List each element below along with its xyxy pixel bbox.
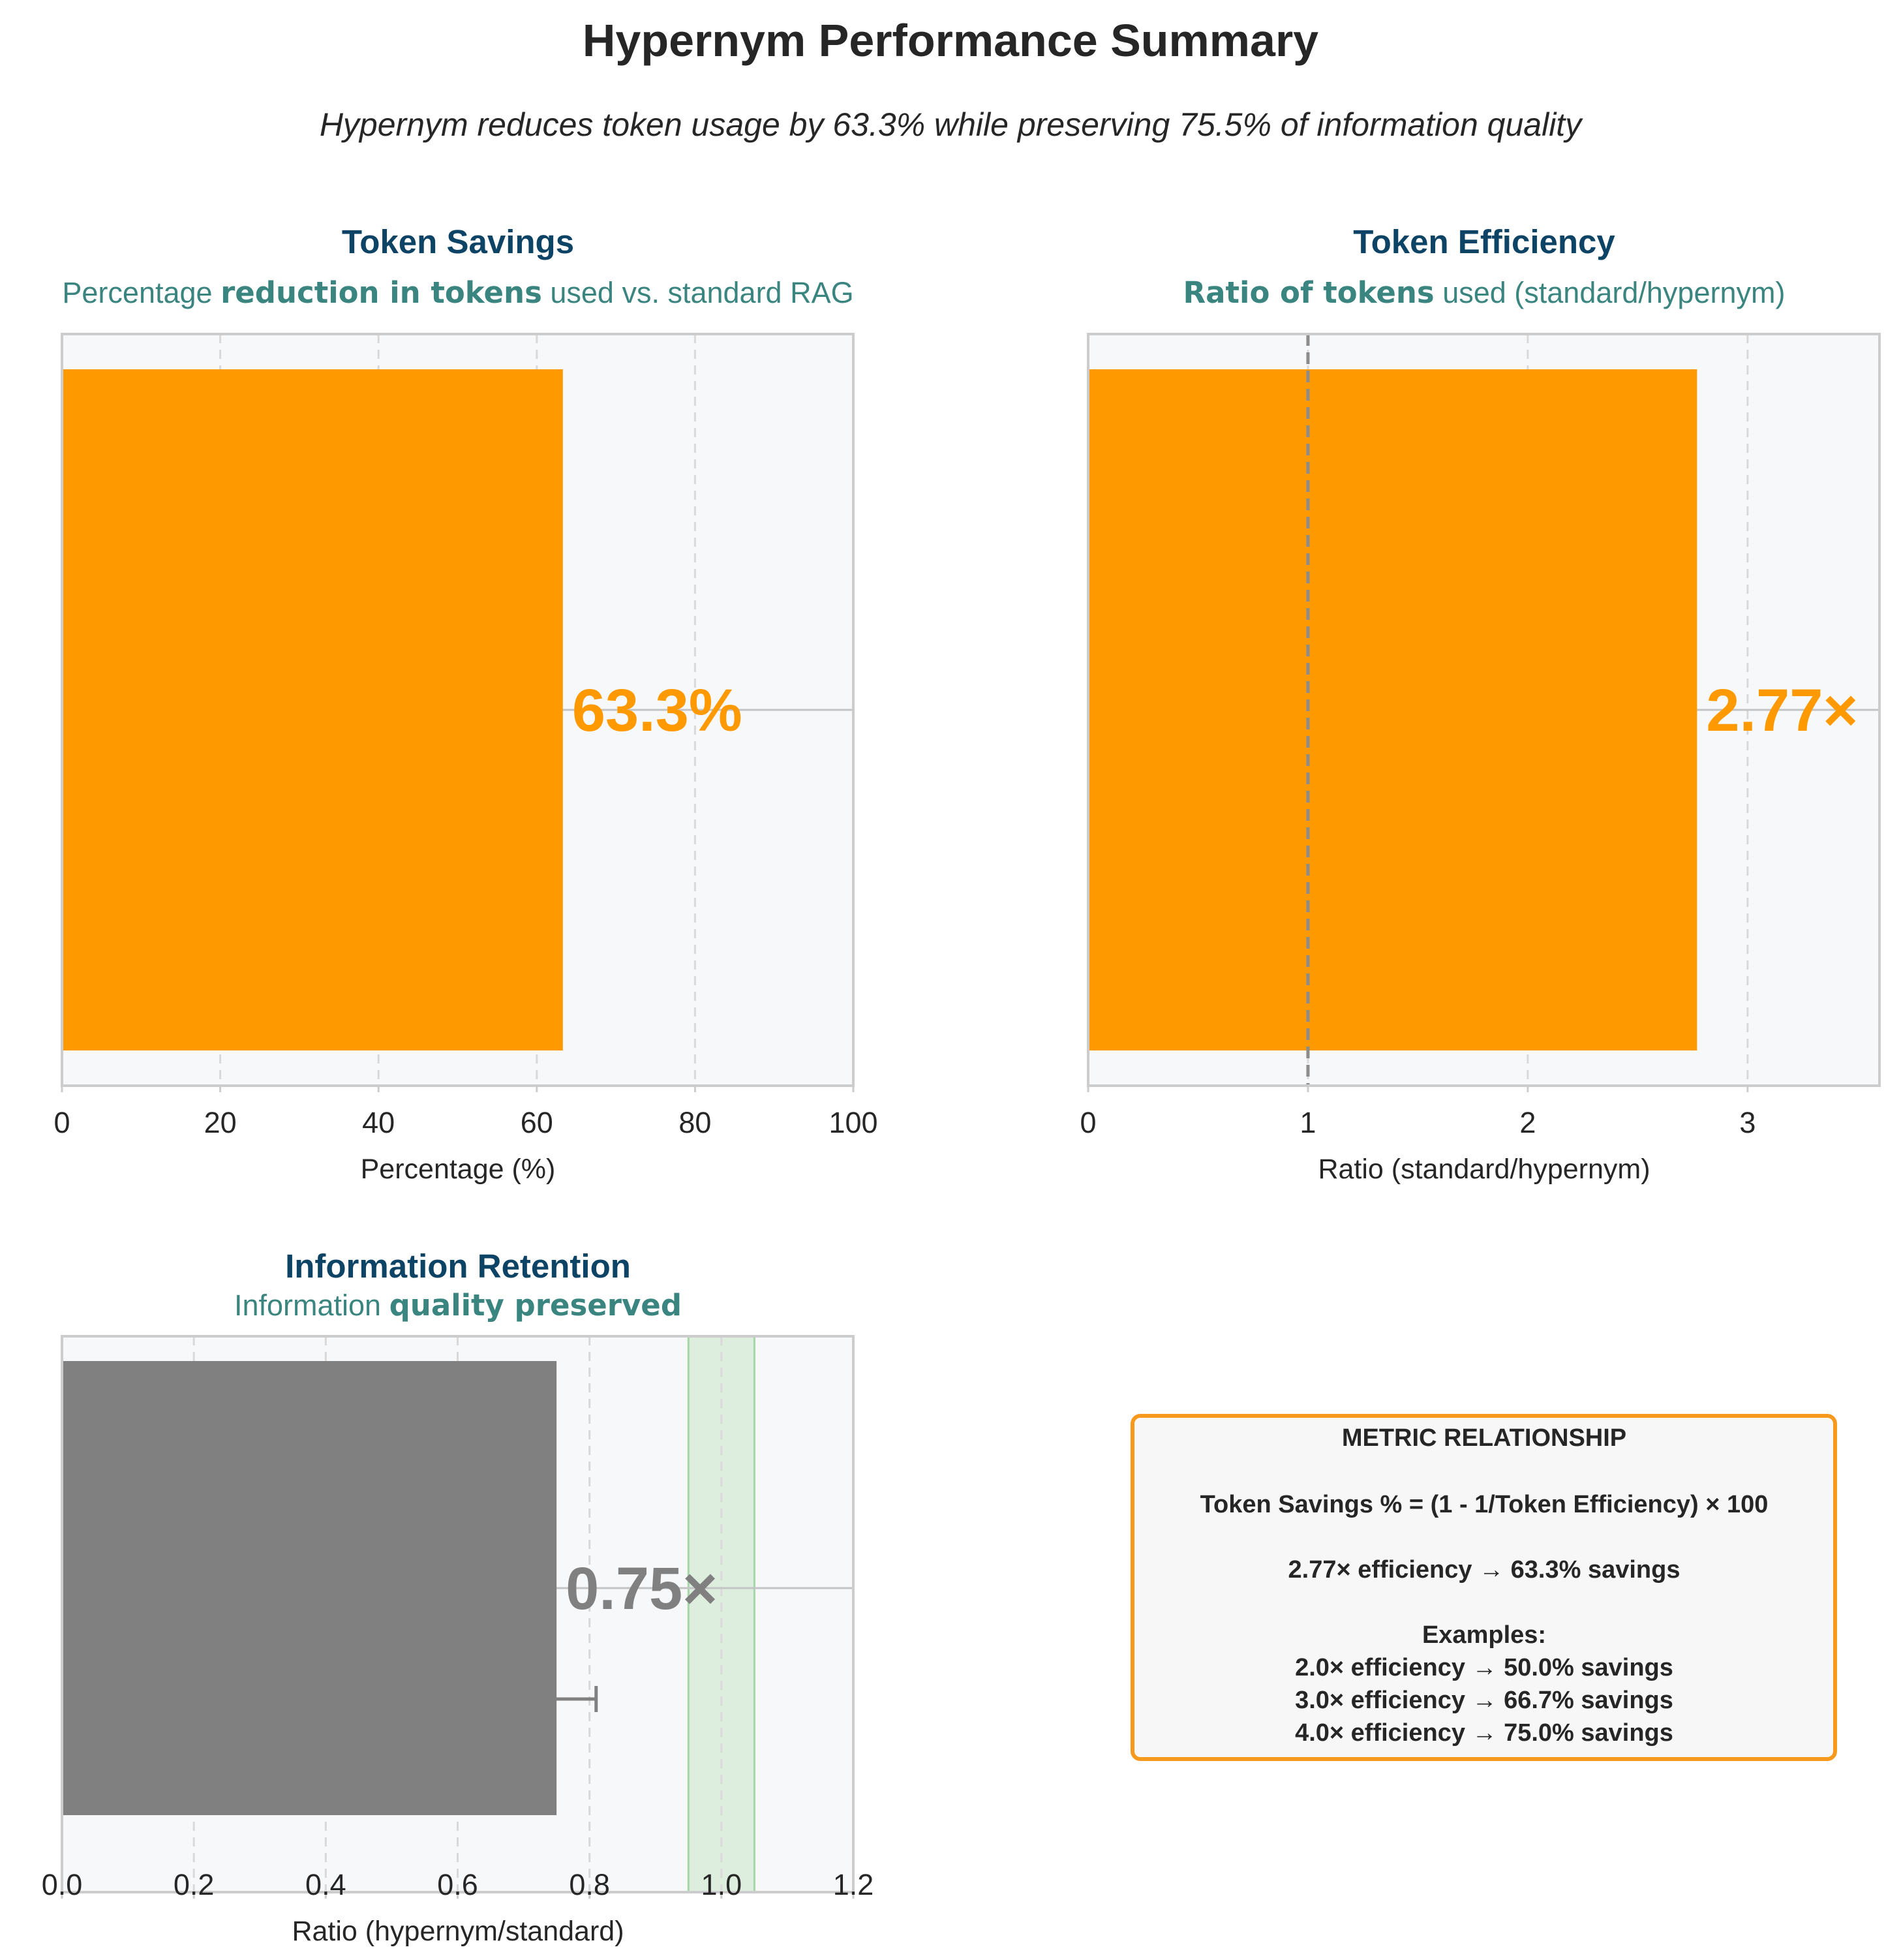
metric-box-example: 4.0× efficiency → 75.0% savings <box>1295 1719 1673 1747</box>
x-tick-label: 20 <box>204 1106 237 1139</box>
panel-title: Information Retention <box>285 1248 631 1285</box>
value-label: 0.75× <box>566 1555 718 1622</box>
panel-subtitle: Percentage reduction in tokens used vs. … <box>62 275 853 310</box>
plot-frame <box>61 333 855 1087</box>
x-axis-label: Ratio (standard/hypernym) <box>1318 1154 1650 1185</box>
bar <box>62 1361 557 1815</box>
bar <box>62 369 563 1050</box>
metric-box-example: 3.0× efficiency → 66.7% savings <box>1295 1687 1673 1714</box>
x-tick-label: 80 <box>678 1106 711 1139</box>
x-tick-label: 0.8 <box>569 1868 610 1901</box>
token-savings-panel: Token Savings Percentage reduction in to… <box>53 223 877 1185</box>
metric-box-formula: Token Savings % = (1 - 1/Token Efficienc… <box>1200 1491 1769 1518</box>
x-tick-label: 0.0 <box>42 1868 83 1901</box>
value-label: 63.3% <box>572 677 742 744</box>
metric-box-current: 2.77× efficiency → 63.3% savings <box>1288 1556 1680 1584</box>
x-tick-label: 1.0 <box>701 1868 742 1901</box>
x-axis-label: Percentage (%) <box>361 1154 556 1185</box>
bar <box>1088 369 1697 1050</box>
information-retention-panel: Information Retention Information qualit… <box>42 1248 874 1947</box>
panel-title: Token Efficiency <box>1353 223 1615 260</box>
x-axis-label: Ratio (hypernym/standard) <box>292 1916 624 1947</box>
x-tick-label: 60 <box>521 1106 553 1139</box>
x-tick-label: 0 <box>1080 1106 1096 1139</box>
metric-box-heading: METRIC RELATIONSHIP <box>1342 1424 1626 1452</box>
metric-box-examples-heading: Examples: <box>1422 1621 1546 1649</box>
x-tick-label: 2 <box>1519 1106 1536 1139</box>
token-efficiency-panel: Token Efficiency Ratio of tokens used (s… <box>1080 223 1881 1185</box>
x-tick-label: 1.2 <box>833 1868 874 1901</box>
metric-box-example: 2.0× efficiency → 50.0% savings <box>1295 1654 1673 1681</box>
metric-relationship-box: METRIC RELATIONSHIP Token Savings % = (1… <box>1131 1414 1837 1761</box>
x-tick-label: 0.2 <box>174 1868 215 1901</box>
plot-frame <box>1087 333 1881 1087</box>
panel-subtitle: Information quality preserved <box>234 1288 682 1323</box>
figure-title: Hypernym Performance Summary <box>583 15 1318 66</box>
x-tick-label: 3 <box>1739 1106 1756 1139</box>
x-tick-label: 100 <box>829 1106 877 1139</box>
x-tick-label: 0 <box>53 1106 70 1139</box>
panel-subtitle: Ratio of tokens used (standard/hypernym) <box>1183 275 1786 310</box>
x-tick-label: 0.6 <box>437 1868 478 1901</box>
x-tick-label: 1 <box>1300 1106 1316 1139</box>
figure-subtitle: Hypernym reduces token usage by 63.3% wh… <box>320 106 1583 143</box>
metric-box-frame <box>1131 1414 1837 1761</box>
value-label: 2.77× <box>1706 677 1858 744</box>
panel-title: Token Savings <box>342 223 574 260</box>
x-tick-label: 40 <box>362 1106 395 1139</box>
x-tick-label: 0.4 <box>305 1868 346 1901</box>
